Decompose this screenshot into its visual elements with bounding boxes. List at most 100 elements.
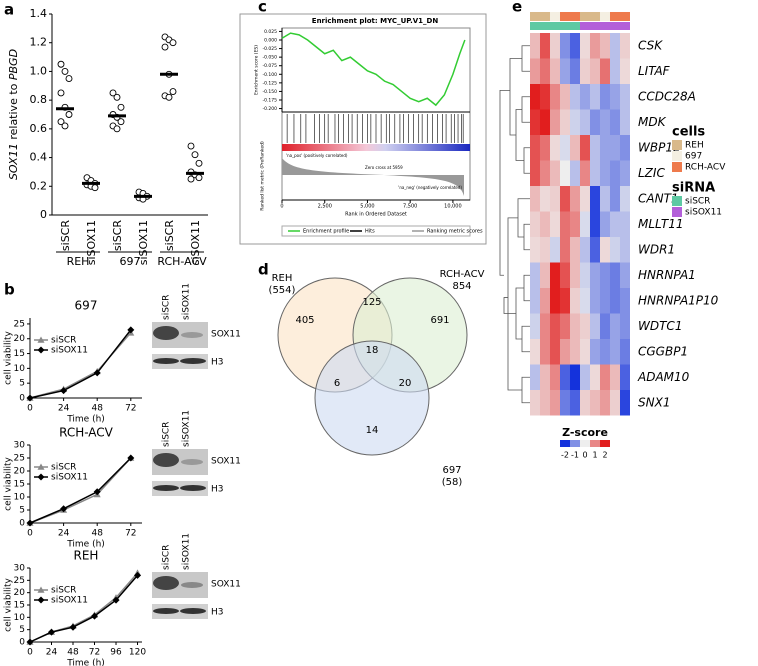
heatmap-cell xyxy=(540,390,550,416)
heatmap-cell xyxy=(540,288,550,314)
blot-band xyxy=(180,485,206,491)
heatmap-cell xyxy=(570,186,580,212)
legend-label: Enrichment profile xyxy=(303,229,349,235)
legend-label: siSCR xyxy=(51,463,76,473)
legend-swatch xyxy=(672,162,682,172)
heatmap-cell xyxy=(530,109,540,135)
heatmap-cell xyxy=(590,33,600,59)
colorbar-tick-label: 0 xyxy=(582,451,587,460)
y-tick-label: 25 xyxy=(14,454,25,464)
series-line xyxy=(29,329,132,399)
row-label: LZIC xyxy=(638,166,665,180)
set-size: 854 xyxy=(452,281,471,292)
y-tick-label: -0.200 xyxy=(262,106,277,112)
cells-annotation xyxy=(600,12,610,21)
heatmap-cell xyxy=(590,364,600,390)
y-axis-label: SOX11 relative to PBGD xyxy=(7,49,20,180)
heatmap-cell xyxy=(550,58,560,84)
data-point xyxy=(61,67,69,75)
heatmap-cell xyxy=(610,364,620,390)
chart-title: RCH-ACV xyxy=(59,426,114,440)
blot-band xyxy=(181,332,203,338)
heatmap-cell xyxy=(570,288,580,314)
y-tick-label: 20 xyxy=(14,334,26,344)
heatmap-cell xyxy=(620,364,630,390)
heatmap-cell xyxy=(590,211,600,237)
heatmap-cell xyxy=(570,211,580,237)
cells-annotation xyxy=(560,12,570,21)
cells-annotation xyxy=(530,12,540,21)
heatmap-cell xyxy=(560,262,570,288)
dendrogram xyxy=(515,287,524,340)
heatmap-cell xyxy=(530,33,540,59)
y-axis-label-part: PBGD xyxy=(7,49,20,80)
row-label: CANT1 xyxy=(638,191,679,205)
data-point xyxy=(169,88,177,95)
legend-label: REH xyxy=(685,141,704,151)
heatmap-cell xyxy=(580,313,590,339)
heatmap-cell xyxy=(590,135,600,161)
marker xyxy=(127,454,135,462)
y-tick-label: -0.125 xyxy=(262,80,277,86)
heatmap-cell xyxy=(550,313,560,339)
category-label: siSCR xyxy=(111,220,124,251)
blot-band xyxy=(181,582,203,588)
heatmap-cell xyxy=(610,58,620,84)
heatmap-cell xyxy=(580,364,590,390)
heatmap-cell xyxy=(580,262,590,288)
enrichment-profile xyxy=(281,32,466,107)
x-axis-label: Time (h) xyxy=(66,659,105,666)
x-tick-label: 72 xyxy=(125,404,136,414)
heatmap-cell xyxy=(560,58,570,84)
heatmap-cell xyxy=(580,58,590,84)
marker xyxy=(112,596,120,604)
heatmap-cell xyxy=(540,339,550,365)
data-point xyxy=(113,125,121,133)
legend-label: Hits xyxy=(365,229,375,235)
y-tick-label: -0.050 xyxy=(262,55,277,61)
heatmap-cell xyxy=(590,160,600,186)
set-size: (58) xyxy=(442,477,463,488)
heatmap-cell xyxy=(530,313,540,339)
heatmap-cell xyxy=(530,160,540,186)
y-tick-label: -0.075 xyxy=(262,63,277,69)
chart-title: Enrichment plot: MYC_UP.V1_DN xyxy=(312,17,439,25)
heatmap-cell xyxy=(600,237,610,263)
dendrogram xyxy=(499,89,510,276)
region-count: 6 xyxy=(334,378,340,389)
y-tick-label: 0 xyxy=(19,638,25,648)
heatmap-cell xyxy=(620,211,630,237)
legend-label: siSOX11 xyxy=(685,208,722,218)
dendrogram xyxy=(523,147,530,174)
y-axis-label: cell viability xyxy=(4,577,14,631)
row-label: MLLT11 xyxy=(638,217,684,231)
legend-label: siSCR xyxy=(51,336,76,346)
heatmap-cell xyxy=(550,288,560,314)
siRNA-annotation xyxy=(600,22,610,30)
row-label: CCDC28A xyxy=(638,89,696,103)
x-tick-label: 0 xyxy=(27,404,33,414)
y-tick-label: 0.4 xyxy=(30,151,48,164)
heatmap-cell xyxy=(540,160,550,186)
heatmap-cell xyxy=(540,262,550,288)
y-tick-label: -0.100 xyxy=(262,72,277,78)
dendrogram xyxy=(523,274,530,302)
dendrogram xyxy=(521,325,530,353)
category-label: siSOX11 xyxy=(189,220,202,265)
colorbar-swatch xyxy=(570,440,580,447)
blot-band xyxy=(181,459,203,465)
x-axis-label: Rank in Ordered Dataset xyxy=(345,212,407,218)
heatmap-cell xyxy=(620,390,630,416)
siRNA-annotation xyxy=(580,22,590,30)
heatmap-cell xyxy=(600,84,610,110)
heatmap-cell xyxy=(530,339,540,365)
heatmap-cell xyxy=(530,288,540,314)
legend-marker xyxy=(37,346,45,354)
x-tick-label: 7,500 xyxy=(403,204,417,210)
heatmap-cell xyxy=(620,288,630,314)
y-tick-label: 0.2 xyxy=(30,179,48,192)
heatmap-cell xyxy=(590,109,600,135)
legend-label: siSOX11 xyxy=(51,596,88,606)
y-tick-label: 5 xyxy=(19,625,25,635)
row-label: CGGBP1 xyxy=(638,344,688,358)
